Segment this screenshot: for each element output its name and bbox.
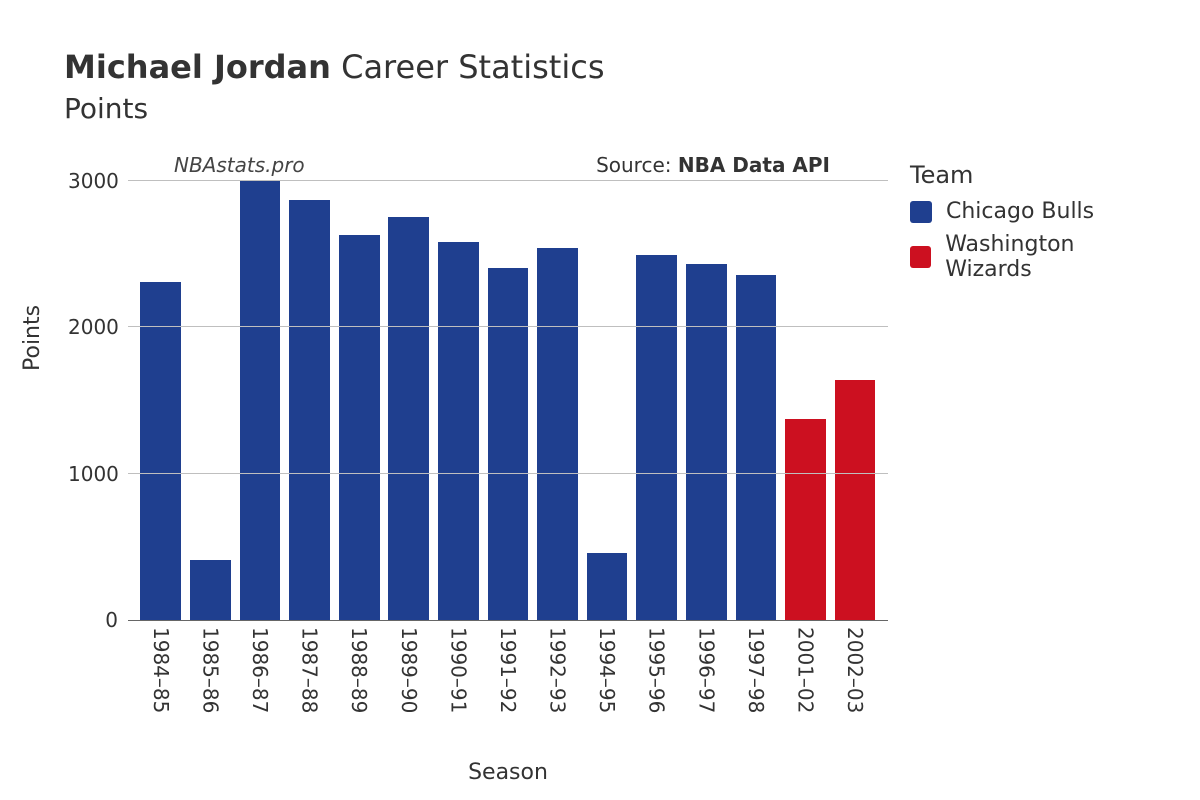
- bar: [190, 560, 231, 620]
- bar-slot: [136, 181, 186, 620]
- x-ticks: 1984–85 1985–86 1986–87 1987–88 1988–89 1989–…: [128, 627, 888, 713]
- source-prefix: Source:: [596, 153, 678, 177]
- x-tick-label: 2001–02: [794, 627, 818, 713]
- bar: [537, 248, 578, 620]
- grid-line: [128, 326, 888, 327]
- x-tick-slot: 1996–97: [682, 627, 732, 713]
- bar-slot: [632, 181, 682, 620]
- legend: Team Chicago Bulls Washington Wizards: [910, 161, 1160, 290]
- x-tick-label: 1991–92: [496, 627, 520, 713]
- legend-item: Chicago Bulls: [910, 199, 1160, 224]
- x-tick-slot: 1986–87: [235, 627, 285, 713]
- x-tick-slot: 1984–85: [136, 627, 186, 713]
- credit-text: NBAstats.pro: [174, 153, 305, 177]
- x-tick-slot: 1997–98: [731, 627, 781, 713]
- x-tick-slot: 1987–88: [285, 627, 335, 713]
- bar: [835, 380, 876, 620]
- grid-line: [128, 473, 888, 474]
- x-tick-slot: 1992–93: [533, 627, 583, 713]
- bar-slot: [830, 181, 880, 620]
- bar: [636, 255, 677, 620]
- bar-slot: [582, 181, 632, 620]
- x-tick-slot: 2001–02: [781, 627, 831, 713]
- source-text: Source: NBA Data API: [596, 153, 830, 177]
- y-tick-label: 3000: [68, 169, 128, 193]
- x-tick-slot: 1991–92: [483, 627, 533, 713]
- grid-line: [128, 180, 888, 181]
- x-tick-label: 1984–85: [149, 627, 173, 713]
- y-tick-label: 2000: [68, 315, 128, 339]
- x-tick-slot: 1985–86: [186, 627, 236, 713]
- y-tick-label: 1000: [68, 462, 128, 486]
- bar: [339, 235, 380, 620]
- chart-title-rest: Career Statistics: [331, 48, 605, 86]
- legend-title: Team: [910, 161, 1160, 189]
- bar: [785, 419, 826, 620]
- x-tick-label: 1994–95: [595, 627, 619, 713]
- bar-slot: [533, 181, 583, 620]
- chart-container: Michael Jordan Career Statistics Points …: [0, 0, 1200, 800]
- x-tick-label: 1997–98: [744, 627, 768, 713]
- x-tick-label: 1992–93: [546, 627, 570, 713]
- x-tick-label: 1985–86: [198, 627, 222, 713]
- bar-slot: [731, 181, 781, 620]
- bar: [388, 217, 429, 620]
- bar-slot: [384, 181, 434, 620]
- chart-zone: NBAstats.pro Source: NBA Data API Points…: [64, 161, 1160, 781]
- x-tick-label: 1990–91: [446, 627, 470, 713]
- bar-slot: [235, 181, 285, 620]
- bar-slot: [483, 181, 533, 620]
- bar-slot: [434, 181, 484, 620]
- chart-title-bold: Michael Jordan: [64, 48, 331, 86]
- bar-slot: [285, 181, 335, 620]
- chart-title: Michael Jordan Career Statistics: [64, 48, 1160, 86]
- bar: [289, 200, 330, 620]
- legend-swatch: [910, 246, 931, 268]
- bars-group: [128, 181, 888, 620]
- legend-items: Chicago Bulls Washington Wizards: [910, 199, 1160, 282]
- plot-area: 0100020003000: [128, 181, 888, 621]
- legend-swatch: [910, 201, 932, 223]
- bar: [686, 264, 727, 620]
- legend-label: Chicago Bulls: [946, 199, 1094, 224]
- x-tick-slot: 2002–03: [830, 627, 880, 713]
- source-name: NBA Data API: [678, 153, 830, 177]
- bar: [240, 181, 281, 620]
- x-tick-label: 1987–88: [298, 627, 322, 713]
- x-tick-label: 1995–96: [645, 627, 669, 713]
- x-axis-title: Season: [128, 760, 888, 785]
- legend-item: Washington Wizards: [910, 232, 1160, 282]
- x-tick-label: 1986–87: [248, 627, 272, 713]
- x-tick-slot: 1989–90: [384, 627, 434, 713]
- bar-slot: [682, 181, 732, 620]
- x-tick-slot: 1990–91: [434, 627, 484, 713]
- legend-label: Washington Wizards: [945, 232, 1160, 282]
- bar-slot: [781, 181, 831, 620]
- x-tick-label: 2002–03: [843, 627, 867, 713]
- bar: [140, 282, 181, 620]
- x-tick-label: 1989–90: [397, 627, 421, 713]
- y-axis-title: Points: [20, 305, 45, 371]
- bar-slot: [186, 181, 236, 620]
- x-tick-label: 1996–97: [694, 627, 718, 713]
- chart-subtitle: Points: [64, 92, 1160, 125]
- x-tick-slot: 1995–96: [632, 627, 682, 713]
- x-tick-slot: 1988–89: [334, 627, 384, 713]
- bar: [438, 242, 479, 620]
- x-tick-label: 1988–89: [347, 627, 371, 713]
- x-tick-slot: 1994–95: [582, 627, 632, 713]
- y-tick-label: 0: [68, 608, 128, 632]
- bar-slot: [334, 181, 384, 620]
- bar: [587, 553, 628, 620]
- bar: [488, 268, 529, 620]
